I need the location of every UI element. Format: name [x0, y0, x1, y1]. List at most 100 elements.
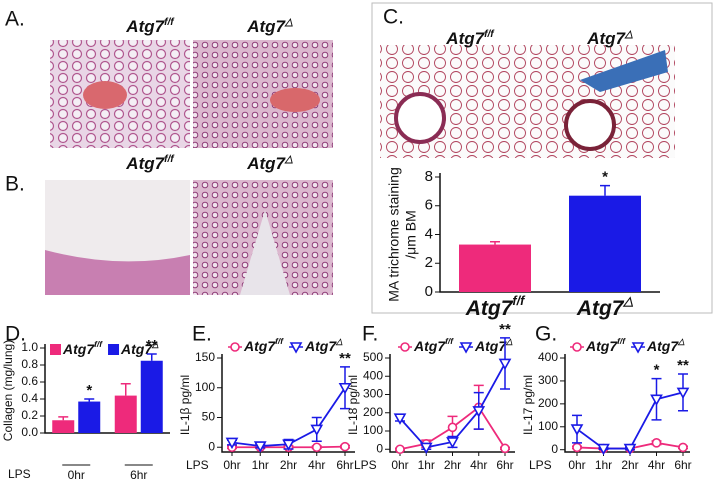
y-tick-label: 8 [425, 168, 433, 185]
label-sup: △ [622, 294, 633, 308]
micrograph-detail [83, 81, 127, 109]
x-tick-label: 6hr [130, 468, 147, 482]
x-tick-label: 6hr [336, 458, 353, 472]
y-axis-label: Collagen (mg/lung) [1, 340, 15, 441]
y-tick-label: 0 [208, 439, 215, 453]
error-bar [120, 382, 131, 396]
point [446, 437, 459, 449]
panel-label: A. [5, 8, 25, 31]
label-base: Atg7 [646, 338, 679, 354]
y-tick-label: 0 [551, 442, 558, 456]
y-tick-label: 0 [376, 441, 383, 455]
label-base: Atg7 [246, 17, 286, 36]
micrograph-detail [394, 92, 446, 144]
y-axis-label: IL-18 pg/ml [346, 375, 360, 435]
micrograph-detail [240, 210, 290, 295]
x-tick-label: 6hr [674, 458, 691, 472]
y-axis-label: MA trichrome staining [386, 167, 402, 302]
label-base: Atg7 [465, 297, 514, 320]
label-sup: △ [284, 154, 293, 165]
bar [140, 360, 163, 433]
y-tick-label: 200 [363, 405, 383, 419]
panel-label: F. [362, 323, 378, 346]
series-line [576, 391, 684, 450]
legend-swatch [50, 344, 61, 355]
label-sup: f/f [617, 336, 626, 346]
label-sup: f/f [512, 294, 526, 308]
point [570, 424, 584, 436]
y-tick-label: 0.4 [21, 391, 38, 405]
y-tick-label: 50 [202, 410, 216, 424]
point [338, 382, 352, 395]
label-sup: △ [151, 339, 159, 349]
y-tick-label: 300 [538, 373, 558, 387]
point [400, 342, 410, 352]
italic-label: Atg7f/f [445, 29, 495, 48]
significance: * [654, 362, 660, 379]
x-tick-label: 1hr [595, 458, 612, 472]
italic-label: Atg7△ [304, 336, 343, 353]
label-base: Atg7 [585, 338, 618, 354]
point [678, 442, 688, 453]
point [472, 406, 486, 418]
legend-swatch [108, 344, 120, 355]
point [289, 342, 303, 354]
label-sup: △ [335, 336, 343, 346]
x-tick-label: 2hr [621, 458, 638, 472]
point [419, 442, 433, 455]
error-bar [58, 416, 69, 421]
y-axis-label: IL-1β pg/ml [178, 375, 192, 435]
significance: * [602, 169, 608, 186]
italic-label: Atg7△ [646, 336, 685, 353]
point [311, 442, 322, 453]
label-base: Atg7 [413, 338, 446, 354]
label-base: Atg7 [304, 338, 337, 354]
italic-label: Atg7△ [246, 154, 293, 173]
point [253, 441, 267, 453]
y-tick-label: 400 [538, 350, 558, 364]
label-base: Atg7 [246, 154, 286, 173]
point [651, 438, 662, 448]
micrograph-detail [270, 88, 320, 112]
point [230, 342, 240, 352]
y-axis-label: IL-17 pg/ml [521, 375, 535, 435]
label-base: Atg7 [243, 338, 276, 354]
y-tick-label: 100 [538, 419, 558, 433]
x-tick-label: 2hr [280, 458, 297, 472]
label-sup: f/f [94, 339, 103, 349]
error-bar [84, 398, 95, 402]
label-base: Atg7 [445, 29, 485, 48]
significance: ** [146, 337, 158, 354]
y-tick-label: 100 [363, 423, 383, 437]
x-axis-label: LPS [186, 458, 209, 472]
x-tick-label: 0hr [391, 458, 408, 472]
italic-label: Atg7△ [586, 29, 633, 48]
y-tick-label: 1.0 [21, 340, 38, 354]
label-sup: f/f [275, 336, 284, 346]
label-base: Atg7 [576, 297, 625, 320]
y-tick-label: 0.6 [21, 374, 38, 388]
significance: ** [499, 321, 511, 338]
y-tick-label: 0.8 [21, 357, 38, 371]
panel-label: D. [5, 323, 26, 346]
italic-label: Atg7f/f [465, 294, 526, 319]
point [597, 443, 610, 456]
label-base: Atg7 [586, 29, 626, 48]
y-tick-label: 300 [363, 387, 383, 401]
y-tick-label: 4 [425, 225, 433, 242]
label-sup: f/f [484, 29, 495, 40]
point [572, 442, 582, 453]
label-sup: f/f [164, 17, 175, 28]
italic-label: Atg7△ [120, 339, 159, 356]
bar [459, 244, 531, 292]
label-base: Atg7 [62, 341, 95, 357]
italic-label: Atg7f/f [413, 336, 454, 353]
label-sup: △ [624, 29, 633, 40]
label-base: Atg7 [120, 341, 153, 357]
point [447, 422, 458, 433]
label-base: Atg7 [125, 154, 165, 173]
y-tick-label: 200 [538, 396, 558, 410]
micrograph-detail [45, 250, 190, 295]
point [393, 413, 407, 425]
italic-label: Atg7△ [576, 294, 634, 319]
